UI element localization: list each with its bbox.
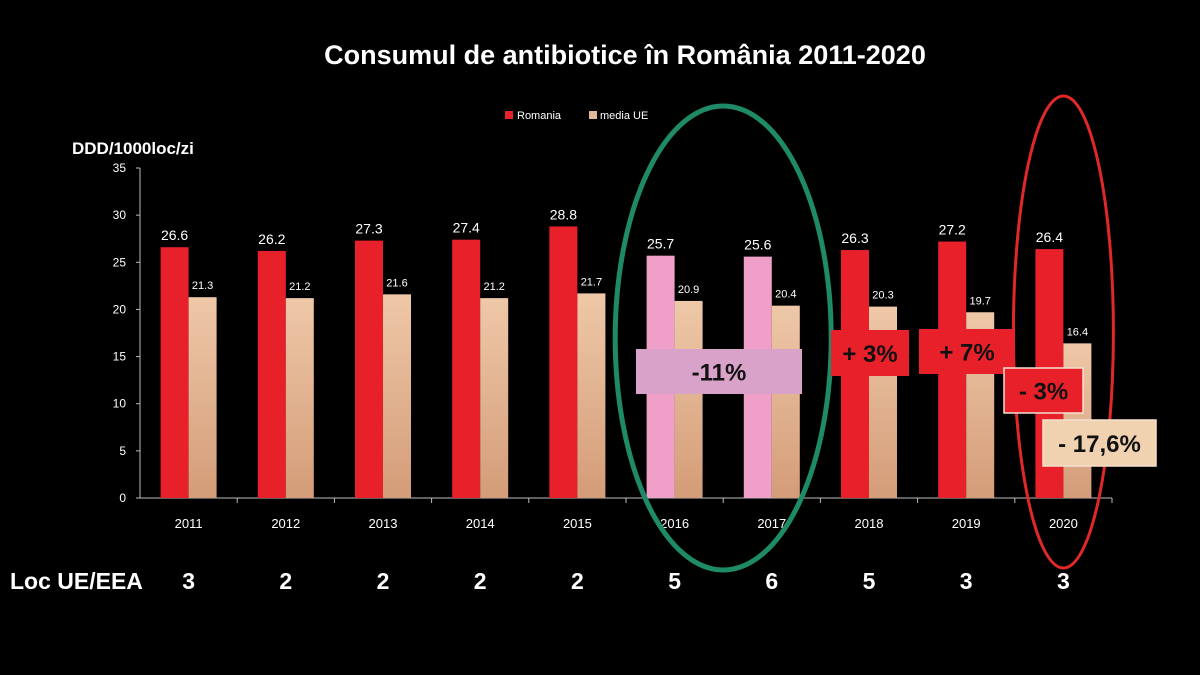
x-tick-label: 2014 (466, 516, 495, 531)
bar-media-ue-2012 (285, 298, 314, 498)
data-label-media-ue-2011: 21.3 (192, 280, 213, 292)
x-tick-label: 2017 (757, 516, 786, 531)
bar-media-ue-2013 (383, 294, 411, 498)
y-tick-label: 30 (113, 208, 127, 222)
annotation-plus-3-text: + 3% (842, 341, 897, 368)
y-tick-label: 5 (119, 444, 126, 458)
annotation-minus-17-6-box (1042, 419, 1157, 467)
x-tick-label: 2012 (271, 516, 300, 531)
rank-2013: 2 (377, 568, 390, 594)
y-tick-label: 35 (113, 161, 127, 175)
y-tick-label: 10 (113, 397, 127, 411)
rank-2016: 5 (668, 568, 681, 594)
data-label-media-ue-2016: 20.9 (678, 284, 699, 296)
data-label-media-ue-2012: 21.2 (289, 281, 310, 293)
rank-2014: 2 (474, 568, 487, 594)
bar-media-ue-2011 (188, 297, 217, 498)
annotation-minus-3-box (1003, 367, 1084, 414)
data-label-romania-2018: 26.3 (841, 230, 868, 246)
x-tick-label: 2019 (952, 516, 981, 531)
data-label-media-ue-2019: 19.7 (969, 295, 990, 307)
bar-romania-2012 (257, 250, 286, 498)
bar-media-ue-2016 (674, 300, 703, 498)
bar-media-ue-2014 (480, 298, 509, 498)
rank-2017: 6 (765, 568, 778, 594)
rank-2020: 3 (1057, 568, 1070, 594)
legend-label-media-ue: media UE (600, 110, 648, 122)
rank-2011: 3 (182, 568, 195, 594)
data-label-romania-2015: 28.8 (550, 206, 577, 222)
annotation-plus-3-box (831, 330, 909, 376)
data-label-romania-2020: 26.4 (1036, 229, 1063, 245)
data-label-romania-2014: 27.4 (453, 220, 480, 236)
data-label-romania-2017: 25.6 (744, 237, 771, 253)
x-tick-label: 2018 (855, 516, 884, 531)
y-axis-label: DDD/1000loc/zi (72, 139, 194, 158)
data-label-romania-2019: 27.2 (939, 222, 966, 238)
data-label-media-ue-2020: 16.4 (1067, 326, 1088, 338)
annotation-plus-7-text: + 7% (939, 340, 994, 367)
rank-2019: 3 (960, 568, 973, 594)
rank-2018: 5 (863, 568, 876, 594)
bar-romania-2011 (160, 247, 189, 498)
data-label-romania-2016: 25.7 (647, 236, 674, 252)
data-label-romania-2012: 26.2 (258, 231, 285, 247)
bar-romania-2014 (452, 239, 481, 498)
bar-romania-2013 (355, 240, 383, 498)
data-label-romania-2011: 26.6 (161, 227, 188, 243)
y-tick-label: 25 (113, 255, 127, 269)
x-tick-label: 2011 (175, 516, 203, 531)
chart-title: Consumul de antibiotice în România 2011-… (324, 40, 926, 70)
rank-row-label: Loc UE/EEA (10, 568, 143, 594)
legend-label-romania: Romania (517, 110, 562, 122)
rank-2015: 2 (571, 568, 584, 594)
data-label-romania-2013: 27.3 (355, 221, 382, 237)
y-tick-label: 20 (113, 302, 127, 316)
bar-media-ue-2015 (577, 293, 606, 498)
bar-media-ue-2017 (771, 305, 800, 498)
x-tick-label: 2020 (1049, 516, 1078, 531)
annotation-minus-17-6-text: - 17,6% (1058, 431, 1141, 458)
legend-swatch-media-ue (589, 111, 597, 119)
annotation-minus-3-text: - 3% (1019, 379, 1068, 406)
x-tick-label: 2016 (660, 516, 689, 531)
y-tick-label: 15 (113, 350, 127, 364)
data-label-media-ue-2014: 21.2 (483, 281, 504, 293)
annotation-minus-11-text: -11% (692, 360, 747, 387)
legend-swatch-romania (505, 111, 513, 119)
data-label-media-ue-2018: 20.3 (872, 290, 893, 302)
bar-romania-2015 (549, 226, 578, 498)
data-label-media-ue-2015: 21.7 (581, 276, 602, 288)
annotation-plus-7-box (919, 329, 1015, 374)
y-tick-label: 0 (119, 491, 126, 505)
data-label-media-ue-2013: 21.6 (386, 277, 407, 289)
legend: Romania media UE (505, 110, 648, 122)
data-label-media-ue-2017: 20.4 (775, 289, 796, 301)
x-tick-label: 2013 (369, 516, 398, 531)
annotation-minus-11-box (636, 349, 802, 394)
x-tick-label: 2015 (563, 516, 592, 531)
rank-2012: 2 (279, 568, 292, 594)
